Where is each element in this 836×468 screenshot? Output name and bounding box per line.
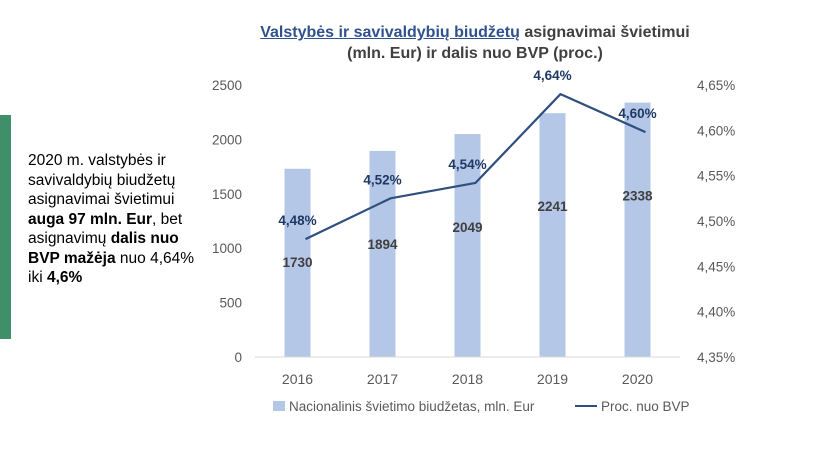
x-tick-label: 2017 xyxy=(367,371,398,387)
y-right-tick-label: 4,60% xyxy=(697,123,735,138)
y-left-tick-label: 500 xyxy=(219,296,242,311)
side-note-bold-1: auga 97 mln. Eur xyxy=(28,210,153,228)
chart-title-link[interactable]: Valstybės ir savivaldybių biudžetų xyxy=(260,24,520,41)
bar-data-label: 2049 xyxy=(452,220,482,235)
y-left-tick-label: 2500 xyxy=(212,78,242,93)
x-tick-label: 2018 xyxy=(452,371,483,387)
y-right-tick-label: 4,65% xyxy=(697,78,735,93)
bar xyxy=(284,168,311,357)
y-right-tick-label: 4,40% xyxy=(697,305,735,320)
line-data-label: 4,54% xyxy=(448,157,486,172)
y-right-tick-label: 4,35% xyxy=(697,350,735,365)
legend-bar-label: Nacionalinis švietimo biudžetas, mln. Eu… xyxy=(289,399,535,414)
side-note: 2020 m. valstybės ir savivaldybių biudže… xyxy=(28,151,204,288)
bar-data-label: 2338 xyxy=(622,189,653,204)
x-tick-label: 2019 xyxy=(537,371,568,387)
chart-title: Valstybės ir savivaldybių biudžetų asign… xyxy=(260,22,690,64)
y-right-tick-label: 4,55% xyxy=(697,169,735,184)
line-data-label: 4,64% xyxy=(533,68,571,83)
accent-bar xyxy=(0,115,11,339)
chart-title-rest: asignavimai švietimui (mln. Eur) ir dali… xyxy=(347,24,690,62)
bar xyxy=(369,150,396,357)
line-data-label: 4,60% xyxy=(618,106,656,121)
line-data-label: 4,48% xyxy=(278,213,316,228)
x-tick-label: 2020 xyxy=(622,371,653,387)
side-note-text-1: 2020 m. valstybės ir savivaldybių biudže… xyxy=(28,152,176,208)
line-data-label: 4,52% xyxy=(363,172,401,187)
y-left-tick-label: 1000 xyxy=(212,241,242,256)
bar-data-label: 1894 xyxy=(367,237,398,252)
bar xyxy=(454,134,481,357)
legend-bar-swatch xyxy=(273,401,285,411)
y-left-tick-label: 0 xyxy=(234,350,242,365)
x-tick-label: 2016 xyxy=(282,371,313,387)
bar xyxy=(624,102,651,357)
bar xyxy=(539,113,566,357)
side-note-bold-2: dalis nuo BVP mažėja xyxy=(28,230,179,267)
legend-line-label: Proc. nuo BVP xyxy=(601,399,690,414)
line-series xyxy=(305,92,646,241)
side-note-bold-3: 4,6% xyxy=(46,269,83,286)
bar-data-label: 1730 xyxy=(282,255,312,270)
side-note-text-2: , bet asignavimų xyxy=(28,210,183,248)
y-left-tick-label: 1500 xyxy=(212,187,242,202)
y-right-tick-label: 4,45% xyxy=(697,259,735,274)
bar-data-label: 2241 xyxy=(537,199,568,214)
y-right-tick-label: 4,50% xyxy=(697,214,735,229)
y-left-tick-label: 2000 xyxy=(212,132,242,147)
side-note-text-3: nuo 4,64% iki xyxy=(28,249,195,287)
